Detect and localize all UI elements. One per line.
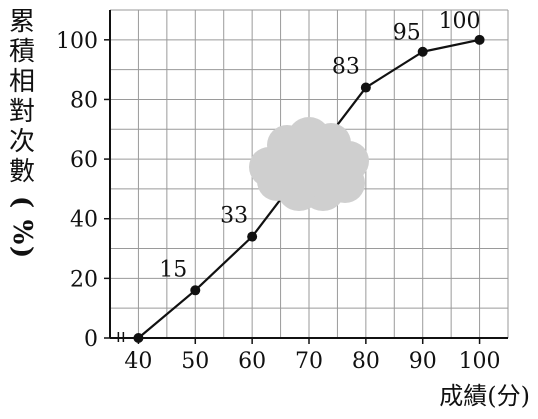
y-axis-label-char: 數 bbox=[9, 157, 35, 187]
x-tick-label: 50 bbox=[181, 349, 209, 374]
data-label: 33 bbox=[220, 204, 248, 229]
series-line-segment bbox=[365, 50, 424, 89]
data-point bbox=[417, 46, 428, 57]
data-label: 95 bbox=[393, 21, 421, 46]
series-line-segment bbox=[194, 235, 253, 292]
y-axis-label-char: 對 bbox=[9, 97, 35, 127]
data-point bbox=[133, 333, 144, 343]
data-point bbox=[474, 34, 485, 45]
data-point bbox=[190, 285, 201, 296]
data-label: 15 bbox=[159, 257, 187, 282]
label-layer: 15 33 83 95 100 bbox=[159, 9, 480, 282]
y-tick-label: 100 bbox=[56, 29, 98, 54]
y-axis-label-char: ) bbox=[7, 246, 37, 258]
y-tick-label: 20 bbox=[70, 267, 98, 292]
occlusion-cloud bbox=[249, 117, 369, 212]
data-point bbox=[360, 82, 371, 93]
data-label: 83 bbox=[332, 55, 360, 80]
y-axis-label-char: 積 bbox=[9, 37, 35, 67]
x-tick-label: 90 bbox=[409, 349, 437, 374]
x-tick-label: 70 bbox=[295, 349, 323, 374]
y-tick-label: 60 bbox=[70, 148, 98, 173]
series-line-segment bbox=[137, 289, 196, 339]
axis-layer: 0 20 40 60 80 100 40 50 60 70 80 90 100 bbox=[56, 10, 508, 374]
y-axis-label-char: 相 bbox=[9, 67, 35, 97]
series-line-segment bbox=[422, 38, 480, 53]
x-tick-label: 100 bbox=[459, 349, 501, 374]
cloud-layer bbox=[249, 117, 369, 212]
x-tick-label: 40 bbox=[124, 349, 152, 374]
y-axis-label-char: ( bbox=[7, 196, 37, 208]
y-tick-label: 0 bbox=[84, 327, 98, 352]
y-axis-label-char: % bbox=[7, 220, 37, 245]
data-label: 100 bbox=[439, 9, 481, 34]
x-tick-label: 80 bbox=[352, 349, 380, 374]
x-tick-label: 60 bbox=[238, 349, 266, 374]
x-axis-label: 成績(分) bbox=[439, 382, 530, 410]
y-axis-label-char: 次 bbox=[9, 127, 35, 157]
cloud-puff bbox=[277, 133, 341, 198]
y-tick-label: 40 bbox=[70, 208, 98, 233]
y-axis-label-char: 累 bbox=[9, 7, 35, 37]
data-point bbox=[247, 231, 258, 242]
grid-layer bbox=[109, 9, 509, 339]
y-tick-label: 80 bbox=[70, 88, 98, 113]
